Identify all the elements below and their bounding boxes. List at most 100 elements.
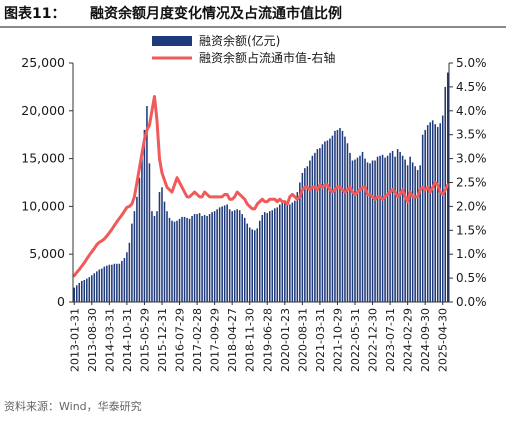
bar [161, 187, 163, 302]
x-tick-label: 2013-01-31 [68, 308, 81, 372]
bar [236, 209, 238, 302]
bar [381, 154, 384, 302]
bar [324, 141, 326, 302]
bar [359, 155, 361, 302]
bar [436, 127, 439, 302]
bar [334, 130, 336, 302]
bar [216, 209, 218, 302]
x-tick-label: 2025-04-30 [437, 308, 450, 372]
bar [429, 122, 431, 303]
bar [431, 120, 434, 302]
bar [171, 220, 173, 302]
bar [354, 159, 356, 302]
bar [263, 212, 266, 302]
bar [116, 263, 118, 302]
bar [299, 182, 301, 302]
bar [319, 148, 321, 302]
bar [344, 136, 346, 302]
bar [78, 282, 81, 302]
bar [286, 203, 289, 302]
bar [136, 196, 138, 302]
bar [231, 211, 233, 302]
bar [211, 212, 213, 302]
y-tick-label: 10,000 [21, 198, 65, 213]
bar [181, 216, 183, 302]
bar [346, 143, 349, 302]
bar [128, 242, 131, 302]
bar [316, 149, 319, 302]
bar [401, 155, 404, 302]
figure-header: 图表11： 融资余额月度变化情况及占流通市值比例 [0, 0, 506, 26]
bar [146, 106, 148, 303]
y-tick-label: 0 [57, 294, 65, 309]
bar [419, 165, 421, 302]
bar [143, 129, 146, 302]
bar [178, 218, 181, 302]
y2-tick-label: 2.0% [456, 199, 487, 213]
figure-number: 图表11： [4, 6, 66, 22]
bar [258, 220, 261, 302]
bar [294, 200, 296, 302]
bar [404, 159, 406, 302]
x-tick-label: 2017-09-29 [209, 308, 222, 372]
bar [221, 206, 223, 302]
bar [271, 210, 274, 302]
bar [409, 156, 411, 302]
y-tick-label: 5,000 [29, 246, 65, 261]
x-tick-label: 2020-08-31 [296, 308, 309, 372]
bar [163, 201, 166, 302]
x-tick-label: 2023-07-31 [384, 308, 397, 372]
y2-tick-label: 0.5% [456, 271, 487, 285]
bar [208, 214, 211, 302]
bar [126, 252, 128, 302]
bar [198, 213, 201, 302]
y2-tick-label: 0.0% [456, 295, 487, 309]
x-tick-label: 2014-03-31 [103, 308, 116, 372]
bar [251, 229, 253, 302]
bar-series-margin-balance [73, 72, 449, 303]
bar [141, 158, 143, 302]
bar [166, 211, 168, 302]
bar [238, 210, 241, 302]
bar [228, 209, 231, 302]
bar [226, 204, 228, 302]
header-divider [0, 26, 506, 28]
bar [156, 211, 158, 302]
bar [389, 152, 391, 302]
bar [394, 156, 396, 302]
bar [269, 211, 271, 302]
bar [406, 165, 409, 302]
x-tick-label: 2024-02-29 [402, 308, 415, 372]
bar [133, 211, 136, 302]
bar [279, 204, 281, 302]
bar [356, 157, 359, 302]
bar [123, 258, 126, 302]
y2-tick-label: 5.0% [456, 56, 487, 70]
bar [131, 223, 133, 302]
bar [81, 280, 83, 302]
bar [113, 263, 116, 302]
x-tick-label: 2013-08-30 [86, 308, 99, 372]
bar [331, 135, 334, 302]
bar [364, 158, 366, 302]
bar [386, 155, 389, 302]
bar [73, 287, 76, 302]
bar [193, 214, 196, 302]
bar [366, 162, 369, 302]
x-tick-label: 2014-10-31 [121, 308, 134, 372]
bar [336, 129, 339, 302]
x-tick-label: 2022-05-31 [349, 308, 362, 372]
bar [201, 215, 203, 302]
bar [223, 205, 226, 302]
bar [414, 166, 416, 302]
bar [248, 227, 251, 302]
bar [261, 215, 264, 302]
bar [153, 215, 156, 302]
bar [75, 285, 78, 302]
x-tick-label: 2018-04-27 [226, 308, 239, 372]
bar [103, 266, 106, 302]
bar [213, 211, 216, 302]
bar [96, 271, 98, 302]
bar [416, 170, 419, 302]
